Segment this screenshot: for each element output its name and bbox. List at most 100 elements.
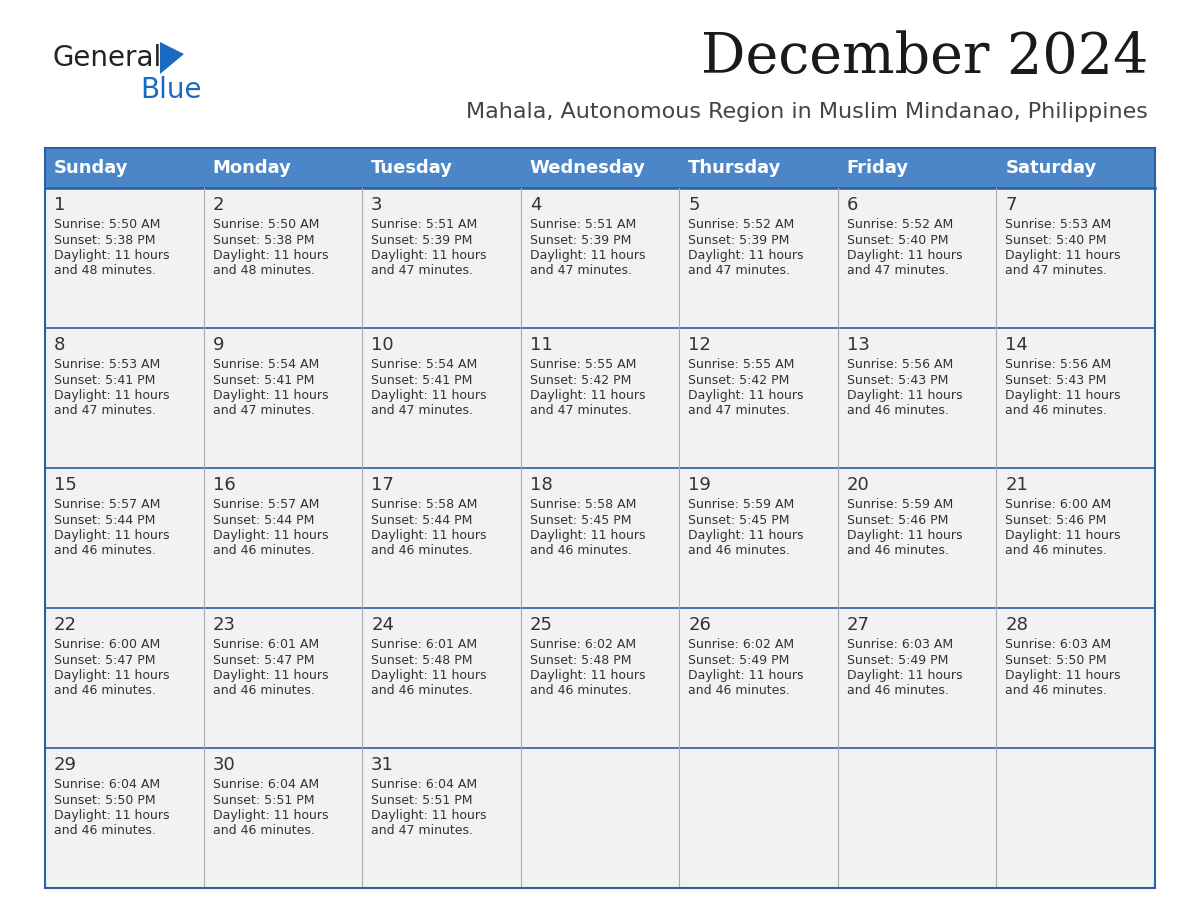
Text: 23: 23 [213, 616, 235, 634]
Text: Sunrise: 6:01 AM: Sunrise: 6:01 AM [213, 638, 318, 651]
Bar [45, 148, 1155, 888]
Text: Sunset: 5:41 PM: Sunset: 5:41 PM [213, 374, 314, 386]
Polygon shape [160, 42, 184, 74]
Text: Daylight: 11 hours: Daylight: 11 hours [1005, 249, 1121, 262]
Text: Sunset: 5:45 PM: Sunset: 5:45 PM [530, 513, 631, 527]
Bar [997, 188, 1155, 328]
Text: Sunset: 5:44 PM: Sunset: 5:44 PM [53, 513, 156, 527]
Text: Sunrise: 5:54 AM: Sunrise: 5:54 AM [213, 358, 318, 371]
Text: 10: 10 [371, 336, 393, 354]
Text: Sunrise: 5:51 AM: Sunrise: 5:51 AM [530, 218, 636, 231]
Text: Sunrise: 5:58 AM: Sunrise: 5:58 AM [530, 498, 636, 511]
Bar [838, 608, 997, 748]
Text: Sunset: 5:46 PM: Sunset: 5:46 PM [847, 513, 948, 527]
Text: Daylight: 11 hours: Daylight: 11 hours [847, 249, 962, 262]
Text: Sunrise: 6:00 AM: Sunrise: 6:00 AM [53, 638, 160, 651]
Text: Daylight: 11 hours: Daylight: 11 hours [847, 389, 962, 402]
Bar [362, 328, 520, 468]
Text: Friday: Friday [847, 159, 909, 177]
Text: Daylight: 11 hours: Daylight: 11 hours [53, 529, 170, 542]
Text: Sunrise: 6:01 AM: Sunrise: 6:01 AM [371, 638, 478, 651]
Text: 29: 29 [53, 756, 77, 774]
Bar [203, 188, 362, 328]
Bar [520, 188, 680, 328]
Text: 12: 12 [688, 336, 712, 354]
Text: Thursday: Thursday [688, 159, 782, 177]
Text: 27: 27 [847, 616, 870, 634]
Text: 30: 30 [213, 756, 235, 774]
Text: 31: 31 [371, 756, 394, 774]
Text: Sunset: 5:39 PM: Sunset: 5:39 PM [688, 233, 790, 247]
Text: Sunrise: 5:57 AM: Sunrise: 5:57 AM [213, 498, 318, 511]
Text: Daylight: 11 hours: Daylight: 11 hours [1005, 529, 1121, 542]
Bar [520, 748, 680, 888]
Text: and 47 minutes.: and 47 minutes. [688, 405, 790, 418]
Text: Sunset: 5:50 PM: Sunset: 5:50 PM [53, 793, 156, 807]
Text: and 46 minutes.: and 46 minutes. [53, 685, 156, 698]
Text: Sunrise: 5:55 AM: Sunrise: 5:55 AM [688, 358, 795, 371]
Text: 28: 28 [1005, 616, 1029, 634]
Text: Sunrise: 6:04 AM: Sunrise: 6:04 AM [371, 778, 478, 791]
Text: General: General [52, 44, 162, 72]
Bar [203, 608, 362, 748]
Text: Sunset: 5:39 PM: Sunset: 5:39 PM [530, 233, 631, 247]
Text: Sunset: 5:38 PM: Sunset: 5:38 PM [53, 233, 156, 247]
Text: Daylight: 11 hours: Daylight: 11 hours [1005, 669, 1121, 682]
Text: Tuesday: Tuesday [371, 159, 453, 177]
Text: and 46 minutes.: and 46 minutes. [53, 544, 156, 557]
Text: Sunrise: 5:53 AM: Sunrise: 5:53 AM [53, 358, 160, 371]
Bar [680, 468, 838, 608]
Text: and 46 minutes.: and 46 minutes. [688, 685, 790, 698]
Bar [838, 328, 997, 468]
Text: Daylight: 11 hours: Daylight: 11 hours [213, 669, 328, 682]
Text: and 46 minutes.: and 46 minutes. [371, 685, 473, 698]
Bar [997, 328, 1155, 468]
Text: and 46 minutes.: and 46 minutes. [530, 685, 632, 698]
Bar [45, 748, 203, 888]
Text: Daylight: 11 hours: Daylight: 11 hours [847, 669, 962, 682]
Text: and 46 minutes.: and 46 minutes. [213, 685, 315, 698]
Text: Sunrise: 6:02 AM: Sunrise: 6:02 AM [530, 638, 636, 651]
Text: Sunset: 5:48 PM: Sunset: 5:48 PM [530, 654, 631, 666]
Text: 4: 4 [530, 196, 542, 214]
Text: Sunrise: 6:00 AM: Sunrise: 6:00 AM [1005, 498, 1112, 511]
Bar [520, 468, 680, 608]
Text: Sunrise: 5:57 AM: Sunrise: 5:57 AM [53, 498, 160, 511]
Text: Sunset: 5:47 PM: Sunset: 5:47 PM [213, 654, 314, 666]
Text: 19: 19 [688, 476, 712, 494]
Text: December 2024: December 2024 [701, 30, 1148, 85]
Text: Daylight: 11 hours: Daylight: 11 hours [213, 249, 328, 262]
Bar [203, 468, 362, 608]
Text: Daylight: 11 hours: Daylight: 11 hours [688, 669, 804, 682]
Bar [362, 608, 520, 748]
Text: Sunset: 5:43 PM: Sunset: 5:43 PM [847, 374, 948, 386]
Text: Daylight: 11 hours: Daylight: 11 hours [530, 249, 645, 262]
Text: Sunset: 5:50 PM: Sunset: 5:50 PM [1005, 654, 1107, 666]
Text: Sunset: 5:41 PM: Sunset: 5:41 PM [53, 374, 156, 386]
Text: 3: 3 [371, 196, 383, 214]
Text: and 47 minutes.: and 47 minutes. [530, 405, 632, 418]
Text: Sunrise: 5:50 AM: Sunrise: 5:50 AM [53, 218, 160, 231]
Text: Sunrise: 5:58 AM: Sunrise: 5:58 AM [371, 498, 478, 511]
Bar [997, 468, 1155, 608]
Bar [45, 608, 203, 748]
Text: Daylight: 11 hours: Daylight: 11 hours [213, 389, 328, 402]
Text: 2: 2 [213, 196, 225, 214]
Bar [362, 188, 520, 328]
Text: and 46 minutes.: and 46 minutes. [530, 544, 632, 557]
Text: Saturday: Saturday [1005, 159, 1097, 177]
Text: Daylight: 11 hours: Daylight: 11 hours [371, 669, 487, 682]
Text: 22: 22 [53, 616, 77, 634]
Text: Sunset: 5:38 PM: Sunset: 5:38 PM [213, 233, 314, 247]
Text: Sunset: 5:40 PM: Sunset: 5:40 PM [847, 233, 948, 247]
Bar [362, 748, 520, 888]
Bar [997, 748, 1155, 888]
Bar [203, 748, 362, 888]
Text: Sunrise: 6:03 AM: Sunrise: 6:03 AM [847, 638, 953, 651]
Text: Sunset: 5:44 PM: Sunset: 5:44 PM [371, 513, 473, 527]
Bar [838, 468, 997, 608]
Text: 15: 15 [53, 476, 77, 494]
Text: 9: 9 [213, 336, 225, 354]
Text: Daylight: 11 hours: Daylight: 11 hours [213, 529, 328, 542]
Text: 16: 16 [213, 476, 235, 494]
